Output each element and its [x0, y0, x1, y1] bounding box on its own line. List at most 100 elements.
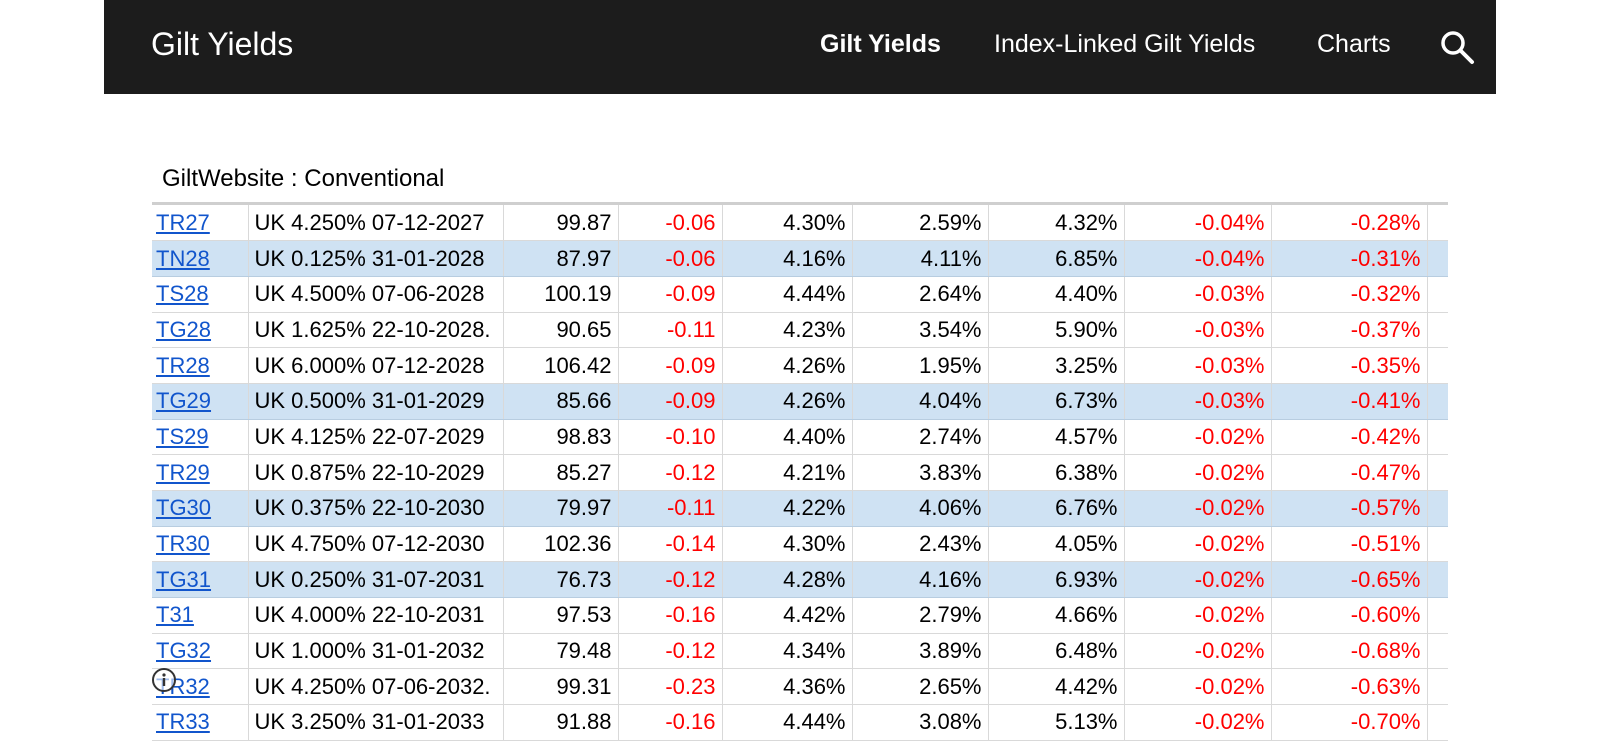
gilt-price-cell: 100.19 [503, 276, 619, 313]
price-change-cell: -0.09 [618, 383, 723, 420]
price-change-cell: -0.12 [618, 454, 723, 491]
yield-change-2-cell: -0.31% [1271, 240, 1428, 277]
site-header: Gilt Yields Gilt Yields Index-Linked Gil… [104, 0, 1496, 94]
gilt-name-cell: UK 0.125% 31-01-2028 [248, 240, 504, 277]
gilt-code-link[interactable]: TG28 [156, 316, 212, 342]
table-row: TG30 UK 0.375% 22-10-2030 79.97 -0.11 4.22% 4… [152, 490, 1448, 527]
table-row: TS29 UK 4.125% 22-07-2029 98.83 -0.10 4.40% 2… [152, 419, 1448, 456]
gilt-col-6-cell: 5.13% [988, 704, 1125, 741]
gilt-name-cell: UK 6.000% 07-12-2028 [248, 347, 504, 384]
gilt-col-5-cell: 1.95% [852, 347, 989, 384]
yield-change-2-cell: -0.37% [1271, 312, 1428, 349]
price-change-cell: -0.12 [618, 561, 723, 599]
gilt-name-cell: UK 4.250% 07-12-2027 [248, 205, 504, 242]
gilt-name-cell: UK 3.250% 31-01-2033 [248, 704, 504, 741]
price-change-cell: -0.06 [618, 205, 723, 242]
gilt-yield-cell: 4.44% [722, 276, 853, 313]
yield-change-2-cell: -0.42% [1271, 419, 1428, 456]
gilt-code-link-cell: TG32 [152, 633, 249, 670]
yield-change-2-cell: -0.47% [1271, 454, 1428, 491]
gilt-col-6-cell: 6.48% [988, 633, 1125, 670]
gilt-code-link[interactable]: TG32 [156, 638, 212, 664]
gilt-code-link[interactable]: TR28 [156, 352, 210, 378]
yield-change-cell: -0.02% [1124, 597, 1272, 634]
yield-change-2-cell: -0.60% [1271, 597, 1428, 634]
table-row: TG31 UK 0.250% 31-07-2031 76.73 -0.12 4.28% 4… [152, 561, 1448, 599]
gilt-price-cell: 90.65 [503, 312, 619, 349]
gilt-yield-cell: 4.28% [722, 561, 853, 599]
gilt-code-link[interactable]: TN28 [156, 245, 210, 271]
gilt-col-6-cell: 4.42% [988, 668, 1125, 706]
gilt-col-5-cell: 2.79% [852, 597, 989, 634]
gilt-code-link-cell: TS28 [152, 276, 249, 313]
sheet-title: GiltWebsite : Conventional [162, 165, 445, 192]
row-padding-cell [1427, 490, 1448, 527]
gilt-yield-cell: 4.44% [722, 704, 853, 741]
gilt-price-cell: 106.42 [503, 347, 619, 384]
info-icon[interactable] [151, 667, 177, 693]
row-padding-cell [1427, 383, 1448, 420]
yields-table-body: TR27 UK 4.250% 07-12-2027 99.87 -0.06 4.30% 2… [152, 205, 1448, 741]
gilt-code-link[interactable]: TG29 [156, 388, 212, 414]
price-change-cell: -0.09 [618, 276, 723, 313]
yield-change-cell: -0.02% [1124, 704, 1272, 741]
table-row: TR27 UK 4.250% 07-12-2027 99.87 -0.06 4.30% 2… [152, 205, 1448, 242]
search-icon[interactable] [1438, 28, 1476, 66]
gilt-price-cell: 97.53 [503, 597, 619, 634]
gilt-name-cell: UK 4.500% 07-06-2028 [248, 276, 504, 313]
gilt-col-6-cell: 6.73% [988, 383, 1125, 420]
nav-gilt-yields[interactable]: Gilt Yields [820, 30, 941, 58]
gilt-col-6-cell: 4.57% [988, 419, 1125, 456]
gilt-yield-cell: 4.42% [722, 597, 853, 634]
gilt-code-link-cell: TN28 [152, 240, 249, 277]
table-row: TN28 UK 0.125% 31-01-2028 87.97 -0.06 4.16% 4… [152, 240, 1448, 277]
table-row: TG28 UK 1.625% 22-10-2028. 90.65 -0.11 4.23%… [152, 312, 1448, 349]
yield-change-cell: -0.03% [1124, 312, 1272, 349]
row-padding-cell [1427, 454, 1448, 491]
gilt-col-6-cell: 5.90% [988, 312, 1125, 349]
gilt-yield-cell: 4.30% [722, 205, 853, 242]
gilt-code-link-cell: TG31 [152, 561, 249, 599]
gilt-col-6-cell: 4.40% [988, 276, 1125, 313]
gilt-code-link[interactable]: TG31 [156, 566, 212, 592]
gilt-price-cell: 99.87 [503, 205, 619, 242]
gilt-code-link[interactable]: TS28 [156, 281, 209, 307]
row-padding-cell [1427, 526, 1448, 563]
yield-change-cell: -0.04% [1124, 205, 1272, 242]
gilt-price-cell: 99.31 [503, 668, 619, 706]
table-row: TR30 UK 4.750% 07-12-2030 102.36 -0.14 4.30%… [152, 526, 1448, 563]
row-padding-cell [1427, 276, 1448, 313]
gilt-code-link[interactable]: TR33 [156, 709, 210, 735]
row-padding-cell [1427, 561, 1448, 599]
yield-change-2-cell: -0.63% [1271, 668, 1428, 706]
site-title-link[interactable]: Gilt Yields [151, 26, 294, 62]
row-padding-cell [1427, 633, 1448, 670]
row-padding-cell [1427, 704, 1448, 741]
row-padding-cell [1427, 668, 1448, 706]
table-row: TG29 UK 0.500% 31-01-2029 85.66 -0.09 4.26% 4… [152, 383, 1448, 420]
row-padding-cell [1427, 419, 1448, 456]
table-row: TS28 UK 4.500% 07-06-2028 100.19 -0.09 4.44%… [152, 276, 1448, 313]
gilt-code-link[interactable]: TR29 [156, 459, 210, 485]
gilt-code-link-cell: TR27 [152, 205, 249, 242]
gilt-code-link[interactable]: TS29 [156, 423, 209, 449]
gilt-col-6-cell: 6.93% [988, 561, 1125, 599]
table-row: TG32 UK 1.000% 31-01-2032 79.48 -0.12 4.34% 3… [152, 633, 1448, 670]
gilt-code-link[interactable]: TR30 [156, 531, 210, 557]
gilt-col-5-cell: 4.06% [852, 490, 989, 527]
gilt-yield-cell: 4.30% [722, 526, 853, 563]
gilt-col-5-cell: 4.16% [852, 561, 989, 599]
yield-change-cell: -0.02% [1124, 668, 1272, 706]
nav-charts[interactable]: Charts [1317, 30, 1391, 58]
gilt-code-link[interactable]: T31 [156, 602, 194, 628]
row-padding-cell [1427, 240, 1448, 277]
yield-change-2-cell: -0.32% [1271, 276, 1428, 313]
nav-index-linked-gilt-yields[interactable]: Index-Linked Gilt Yields [994, 30, 1256, 58]
yield-change-cell: -0.02% [1124, 633, 1272, 670]
gilt-code-link[interactable]: TR27 [156, 209, 210, 235]
gilt-code-link-cell: TR29 [152, 454, 249, 491]
yield-change-cell: -0.03% [1124, 383, 1272, 420]
gilt-code-link[interactable]: TG30 [156, 495, 212, 521]
price-change-cell: -0.06 [618, 240, 723, 277]
gilt-yield-cell: 4.26% [722, 383, 853, 420]
